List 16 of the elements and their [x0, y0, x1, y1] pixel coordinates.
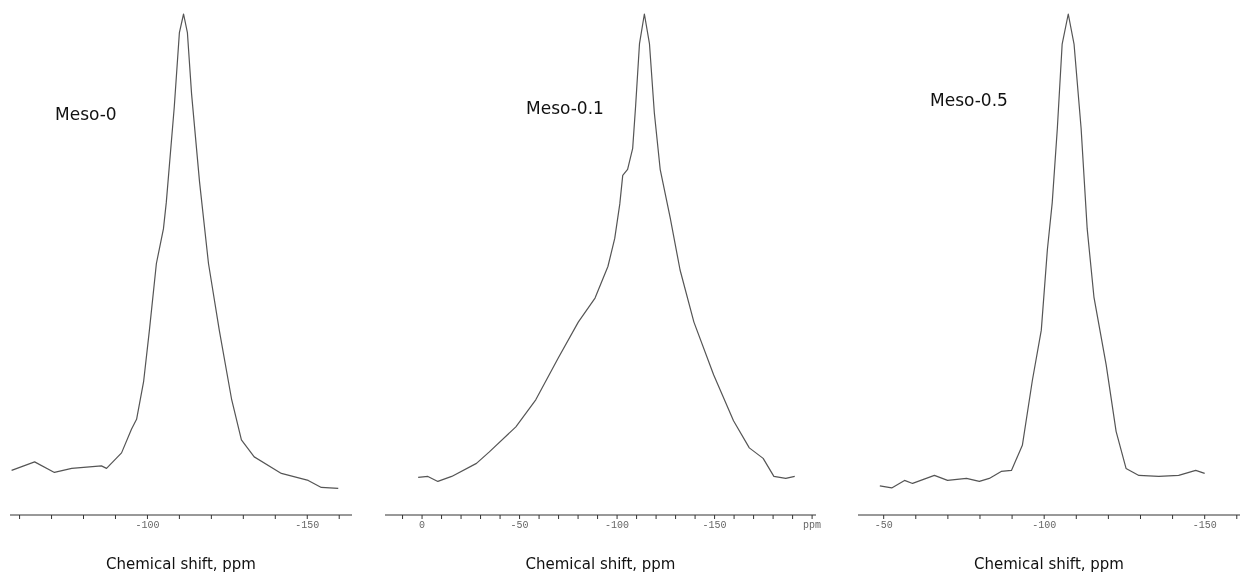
x-tick-label: -50	[510, 520, 529, 532]
x-axis-title: Chemical shift, ppm	[525, 555, 676, 573]
x-tick-label: -100	[605, 520, 630, 532]
x-axis-title: Chemical shift, ppm	[974, 555, 1124, 573]
series-label: Meso-0.1	[526, 98, 604, 118]
x-tick-label: -50	[874, 520, 893, 532]
x-tick-label: -100	[1032, 520, 1057, 532]
text: Meso-0.5	[930, 90, 1008, 110]
x-tick-label: ppm	[803, 520, 822, 532]
x-axis-title: Chemical shift, ppm	[106, 555, 256, 573]
text: Meso-0	[55, 104, 117, 124]
x-tick-label: -150	[1192, 520, 1217, 532]
x-tick-label: -150	[295, 520, 320, 532]
x-tick-label: -150	[702, 520, 727, 532]
x-tick-label: 0	[419, 520, 426, 532]
x-tick-label: -100	[135, 520, 160, 532]
